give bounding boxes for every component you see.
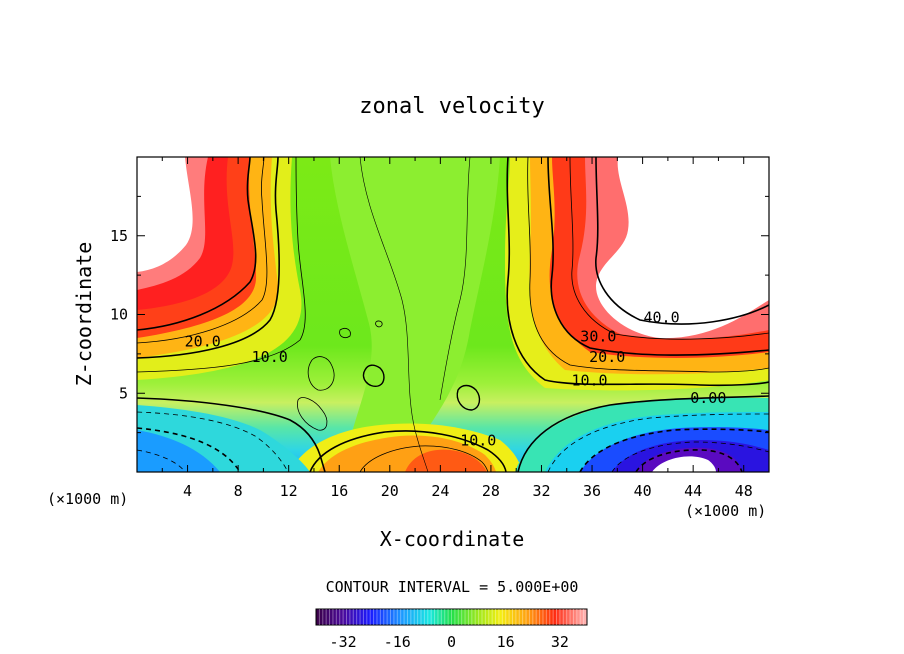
contour-interval-text: CONTOUR INTERVAL = 5.000E+00 [326, 578, 579, 596]
contour-label: 40.0 [643, 309, 679, 327]
contour-labels: 20.0 10.0 10.0 30.0 20.0 10.0 40.0 0.00 [185, 309, 727, 450]
contour-label: 20.0 [185, 332, 221, 350]
contour-line [307, 356, 335, 391]
contour-field: 20.0 10.0 10.0 30.0 20.0 10.0 40.0 0.00 [137, 157, 769, 472]
colorbar-tick-label: 0 [447, 633, 456, 651]
contour-line [362, 364, 385, 387]
contour-label: 0.00 [690, 389, 726, 407]
left-white-hole [137, 157, 193, 272]
chart-title: zonal velocity [359, 94, 544, 119]
contour-line [137, 427, 241, 472]
contour-line [506, 157, 769, 387]
bottom-band-red [405, 449, 487, 472]
contour-line [375, 320, 383, 328]
y-tick-label: 10 [110, 306, 128, 324]
contour-line [137, 157, 306, 373]
contour-line [137, 397, 326, 472]
x-tick-label: 12 [280, 482, 298, 500]
x-tick-label: 44 [684, 482, 702, 500]
x-axis: 4 8 12 16 20 24 28 32 36 40 44 48 [161, 157, 753, 500]
contour-line [309, 430, 507, 472]
x-unit-left: (×1000 m) [47, 490, 128, 508]
contour-lines [137, 157, 769, 472]
contour-line [359, 157, 429, 472]
contour-line [547, 413, 769, 472]
contour-label: 20.0 [589, 348, 625, 366]
central-green-column [330, 157, 500, 440]
x-tick-label: 4 [183, 482, 192, 500]
contour-line [439, 157, 471, 401]
y-tick-label: 15 [110, 227, 128, 245]
contour-line [569, 157, 769, 340]
x-tick-label: 24 [431, 482, 449, 500]
contour-line [137, 157, 280, 359]
contour-line [635, 449, 743, 472]
contour-line [339, 328, 351, 338]
colorbar-ticks: -32 -16 0 16 32 [330, 633, 569, 651]
contour-line [137, 411, 289, 472]
contour-line [359, 445, 489, 472]
y-axis-label: Z-coordinate [72, 242, 96, 387]
contour-line [547, 157, 769, 356]
x-tick-label: 36 [583, 482, 601, 500]
colorbar-tick-label: 16 [497, 633, 515, 651]
colorbar-tick-label: -32 [330, 633, 357, 651]
contour-line [595, 157, 769, 325]
x-tick-label: 20 [381, 482, 399, 500]
colorbar-stripes [318, 609, 585, 625]
colorbar [315, 608, 588, 626]
contour-label: 10.0 [571, 372, 607, 390]
x-tick-label: 40 [634, 482, 652, 500]
contour-line [137, 157, 268, 344]
x-tick-label: 16 [330, 482, 348, 500]
x-unit-right: (×1000 m) [685, 502, 766, 520]
contour-line [137, 449, 186, 472]
contour-label: 10.0 [252, 348, 288, 366]
x-tick-label: 48 [735, 482, 753, 500]
contour-line [611, 441, 769, 472]
right-white-hole [595, 157, 769, 339]
contour-line [137, 157, 257, 331]
contour-line [517, 395, 769, 472]
x-tick-label: 8 [234, 482, 243, 500]
x-tick-label: 28 [482, 482, 500, 500]
contour-line [456, 384, 481, 411]
y-axis: 5 10 15 [110, 195, 769, 434]
x-tick-label: 32 [532, 482, 550, 500]
colorbar-tick-label: 32 [551, 633, 569, 651]
x-axis-label: X-coordinate [380, 527, 525, 551]
bottom-left-blue [137, 430, 220, 472]
contour-label: 10.0 [460, 432, 496, 450]
colorbar-tick-label: -16 [384, 633, 411, 651]
contour-line [527, 157, 769, 373]
contour-label: 30.0 [580, 328, 616, 346]
contour-line [297, 397, 328, 431]
y-tick-label: 5 [119, 384, 128, 402]
